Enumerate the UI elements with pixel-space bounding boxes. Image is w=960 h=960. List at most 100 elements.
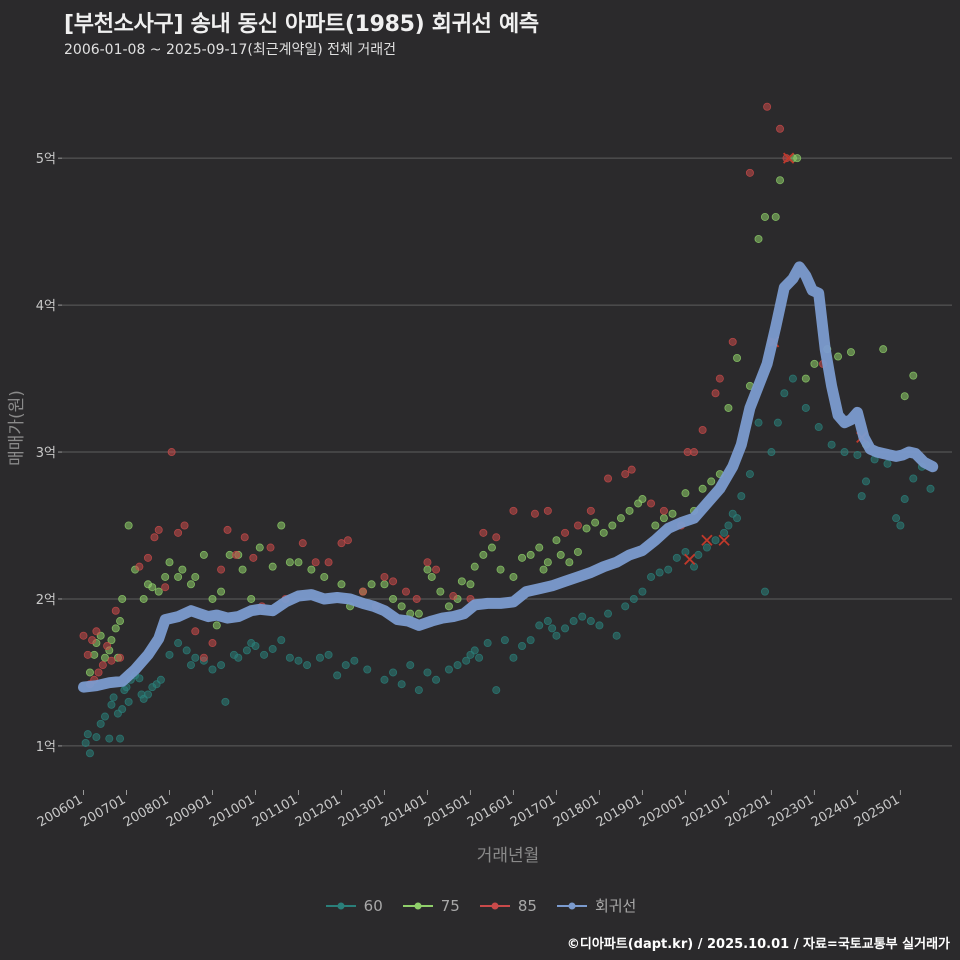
point-60 bbox=[857, 492, 866, 501]
point-60 bbox=[423, 668, 432, 677]
point-60 bbox=[694, 550, 703, 559]
point-60 bbox=[840, 448, 849, 457]
point-75 bbox=[427, 572, 436, 581]
point-75 bbox=[320, 572, 329, 581]
point-85 bbox=[728, 337, 737, 346]
point-75 bbox=[668, 509, 677, 518]
point-60 bbox=[165, 650, 174, 659]
point-85 bbox=[343, 536, 352, 545]
point-85 bbox=[627, 465, 636, 474]
point-60 bbox=[552, 631, 561, 640]
point-60 bbox=[737, 492, 746, 501]
point-60 bbox=[432, 675, 441, 684]
point-75 bbox=[208, 594, 217, 603]
point-60 bbox=[414, 686, 423, 695]
point-85 bbox=[232, 550, 241, 559]
point-60 bbox=[655, 568, 664, 577]
point-75 bbox=[116, 617, 125, 626]
legend-item-85[interactable]: 85 bbox=[478, 896, 537, 916]
point-75 bbox=[217, 587, 226, 596]
point-75 bbox=[509, 572, 518, 581]
point-60 bbox=[217, 661, 226, 670]
point-60 bbox=[475, 653, 484, 662]
point-85 bbox=[92, 627, 101, 636]
point-60 bbox=[186, 661, 195, 670]
point-75 bbox=[582, 524, 591, 533]
point-75 bbox=[776, 176, 785, 185]
point-75 bbox=[191, 572, 200, 581]
point-85 bbox=[79, 631, 88, 640]
point-75 bbox=[124, 521, 133, 530]
outlier-stroke bbox=[782, 152, 795, 164]
point-60 bbox=[143, 690, 152, 699]
point-85 bbox=[103, 642, 112, 651]
point-60 bbox=[595, 621, 604, 630]
point-85 bbox=[412, 594, 421, 603]
point-85 bbox=[621, 470, 630, 479]
point-60 bbox=[801, 403, 810, 412]
x-tick-label: 202401 bbox=[809, 792, 859, 830]
point-75 bbox=[535, 543, 544, 552]
legend-label-regression: 회귀선 bbox=[594, 897, 637, 915]
point-60 bbox=[827, 440, 836, 449]
point-85 bbox=[492, 533, 501, 542]
axis-layer: 1억 2억 3억 4억 5억 200601200701200801200901201001… bbox=[35, 152, 902, 830]
point-75 bbox=[608, 521, 617, 530]
point-75 bbox=[760, 212, 769, 221]
point-60 bbox=[85, 749, 94, 758]
point-60 bbox=[389, 668, 398, 677]
point-60 bbox=[720, 528, 729, 537]
legend-item-regression[interactable]: 회귀선 bbox=[555, 895, 636, 916]
point-60 bbox=[629, 594, 638, 603]
point-60 bbox=[672, 553, 681, 562]
point-60 bbox=[754, 418, 763, 427]
point-75 bbox=[165, 558, 174, 567]
point-60 bbox=[664, 565, 673, 574]
point-60 bbox=[268, 644, 277, 653]
point-75 bbox=[698, 484, 707, 493]
point-75 bbox=[900, 392, 909, 401]
legend-item-75[interactable]: 75 bbox=[401, 896, 460, 916]
point-60 bbox=[285, 653, 294, 662]
point-75 bbox=[100, 653, 109, 662]
point-60 bbox=[909, 474, 918, 483]
point-85 bbox=[380, 572, 389, 581]
point-85 bbox=[223, 525, 232, 534]
point-85 bbox=[180, 521, 189, 530]
point-85 bbox=[690, 448, 699, 457]
point-85 bbox=[711, 389, 720, 398]
point-60 bbox=[242, 646, 251, 655]
point-75 bbox=[591, 518, 600, 527]
legend-key-85 bbox=[479, 902, 510, 909]
point-60 bbox=[733, 514, 742, 523]
point-75 bbox=[556, 550, 565, 559]
point-60 bbox=[406, 661, 415, 670]
x-tick-label: 201001 bbox=[207, 792, 257, 830]
legend-item-60[interactable]: 60 bbox=[324, 896, 383, 916]
point-85 bbox=[161, 583, 170, 592]
point-60 bbox=[107, 700, 116, 709]
point-60 bbox=[124, 697, 133, 706]
y-tick-label: 4억 bbox=[36, 299, 56, 314]
x-tick-label: 201701 bbox=[508, 792, 558, 830]
outlier-marker bbox=[701, 534, 713, 546]
point-75 bbox=[518, 553, 527, 562]
point-75 bbox=[539, 565, 548, 574]
point-85 bbox=[543, 506, 552, 515]
x-tick-label: 200601 bbox=[35, 792, 85, 830]
point-75 bbox=[111, 624, 120, 633]
point-85 bbox=[698, 425, 707, 434]
chart-title: [부천소사구] 송내 동신 아파트(1985) 회귀선 예측 bbox=[64, 12, 539, 37]
point-60 bbox=[208, 665, 217, 674]
point-75 bbox=[414, 609, 423, 618]
regression-layer bbox=[78, 261, 939, 693]
point-85 bbox=[358, 587, 367, 596]
y-tick-label: 2억 bbox=[36, 593, 56, 608]
point-85 bbox=[763, 102, 772, 111]
point-60 bbox=[767, 448, 776, 457]
point-85 bbox=[337, 539, 346, 548]
point-60 bbox=[315, 653, 324, 662]
point-60 bbox=[135, 674, 144, 683]
point-75 bbox=[470, 562, 479, 571]
point-60 bbox=[612, 631, 621, 640]
